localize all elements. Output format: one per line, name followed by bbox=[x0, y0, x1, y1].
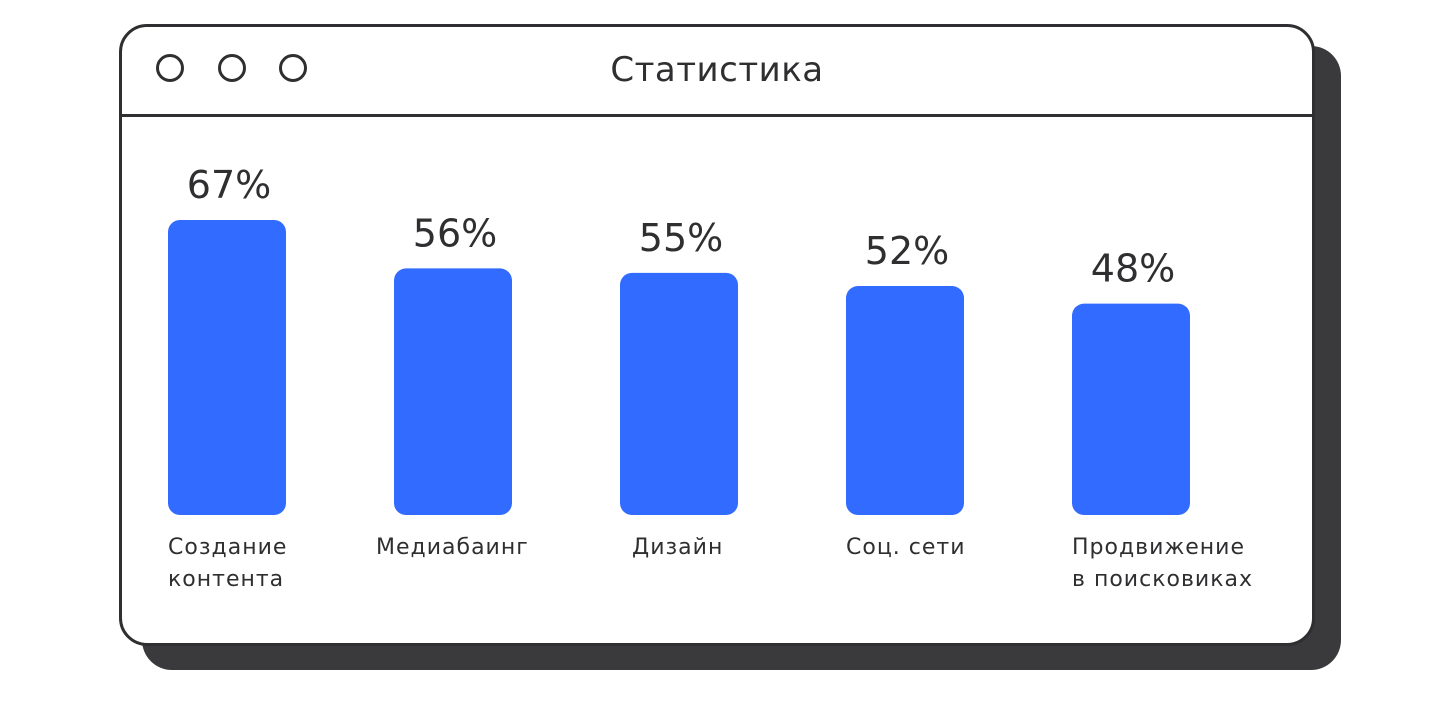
value-label-2: 56% bbox=[413, 211, 497, 255]
window-control-dot-1[interactable] bbox=[156, 54, 184, 82]
window-control-dot-3[interactable] bbox=[279, 54, 307, 82]
category-label-5-line-1: Продвижение bbox=[1072, 535, 1245, 560]
category-label-3-line-1: Дизайн bbox=[632, 535, 723, 560]
category-label-4-line-1: Соц. сети bbox=[846, 535, 966, 560]
bar-2 bbox=[394, 268, 512, 515]
category-label-2: Медиабаинг bbox=[376, 535, 529, 560]
value-label-3: 55% bbox=[639, 216, 723, 260]
category-label-4: Соц. сети bbox=[846, 535, 966, 560]
category-label-5-line-2: в поисковиках bbox=[1072, 567, 1253, 592]
category-label-1: Создание контента bbox=[168, 535, 287, 592]
window-titlebar: Статистика bbox=[122, 27, 1312, 117]
bar-3 bbox=[620, 272, 738, 515]
window-control-dot-2[interactable] bbox=[218, 54, 246, 82]
bar-4 bbox=[846, 286, 964, 515]
bar-1 bbox=[168, 220, 286, 515]
bar-5 bbox=[1072, 303, 1190, 515]
category-label-3: Дизайн bbox=[632, 535, 723, 560]
value-label-1: 67% bbox=[187, 163, 271, 207]
category-label-2-line-1: Медиабаинг bbox=[376, 535, 529, 560]
value-label-5: 48% bbox=[1091, 247, 1175, 291]
browser-window: Статистика 67% Создание контента 56% Медиаба… bbox=[119, 24, 1315, 646]
category-label-1-line-1: Создание bbox=[168, 535, 287, 560]
value-label-4: 52% bbox=[865, 229, 949, 273]
category-label-1-line-2: контента bbox=[168, 567, 284, 592]
category-label-5: Продвижение в поисковиках bbox=[1072, 535, 1253, 592]
window-title: Статистика bbox=[610, 50, 824, 90]
bar-chart: 67% Создание контента 56% Медиабаинг 55% Дизай… bbox=[168, 163, 1253, 592]
